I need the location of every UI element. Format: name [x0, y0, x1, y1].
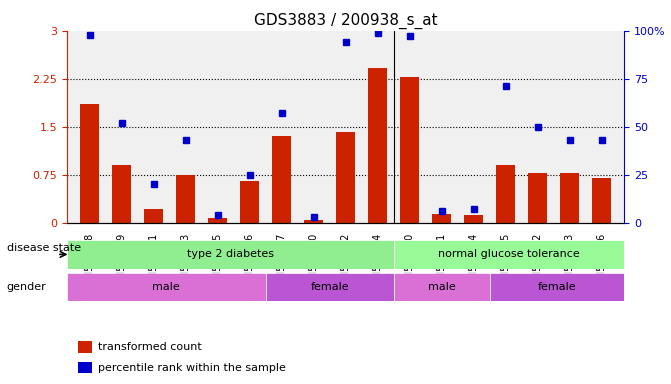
Text: female: female — [537, 282, 576, 292]
Bar — [336, 132, 355, 223]
Text: normal glucose tolerance: normal glucose tolerance — [438, 249, 580, 260]
Bar — [176, 175, 195, 223]
Bar — [272, 136, 291, 223]
FancyBboxPatch shape — [394, 273, 490, 301]
Bar — [464, 215, 483, 223]
Bar — [592, 178, 611, 223]
Bar — [240, 181, 259, 223]
Bar — [79, 362, 92, 373]
FancyBboxPatch shape — [67, 273, 266, 301]
FancyBboxPatch shape — [67, 240, 394, 269]
Bar — [496, 165, 515, 223]
Bar — [80, 104, 99, 223]
Text: percentile rank within the sample: percentile rank within the sample — [98, 363, 286, 373]
FancyBboxPatch shape — [490, 273, 624, 301]
Bar — [79, 341, 92, 353]
Text: gender: gender — [7, 282, 46, 292]
Title: GDS3883 / 200938_s_at: GDS3883 / 200938_s_at — [254, 13, 437, 29]
Bar — [400, 78, 419, 223]
Bar — [112, 165, 131, 223]
Text: female: female — [310, 282, 349, 292]
Bar — [528, 173, 548, 223]
Bar — [432, 214, 451, 223]
FancyBboxPatch shape — [394, 240, 624, 269]
Bar — [208, 218, 227, 223]
Bar — [144, 209, 163, 223]
Text: transformed count: transformed count — [98, 342, 201, 352]
Bar — [368, 68, 387, 223]
Text: male: male — [152, 282, 180, 292]
Text: type 2 diabetes: type 2 diabetes — [187, 249, 274, 260]
FancyBboxPatch shape — [266, 273, 394, 301]
Text: male: male — [427, 282, 456, 292]
Bar — [560, 173, 579, 223]
Text: disease state: disease state — [7, 243, 81, 253]
Bar — [304, 220, 323, 223]
